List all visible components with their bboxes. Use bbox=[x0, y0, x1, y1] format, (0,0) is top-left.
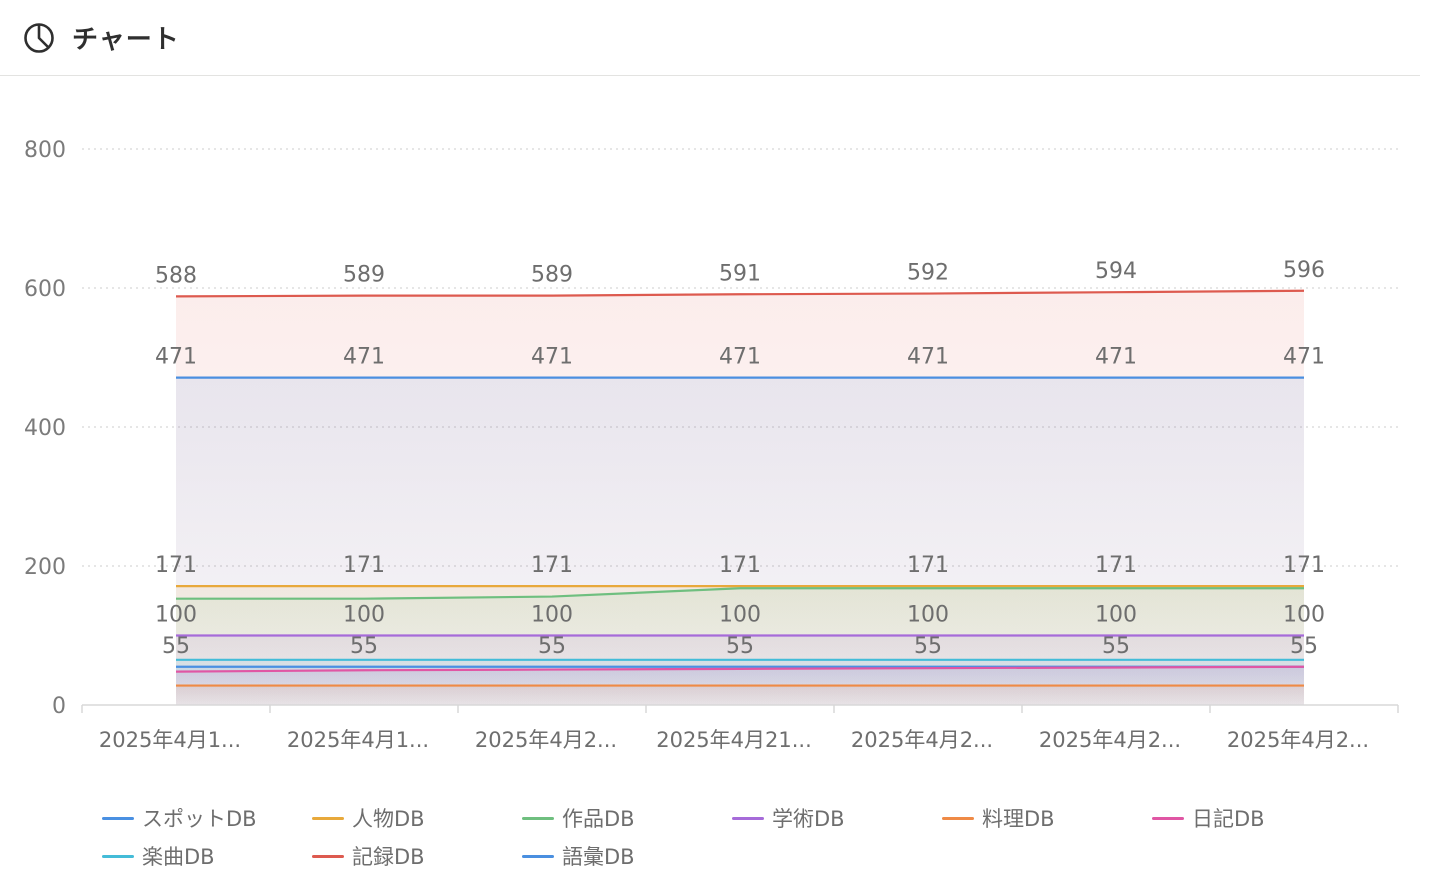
data-label: 171 bbox=[907, 553, 949, 578]
legend-item[interactable]: 学術DB bbox=[732, 803, 845, 833]
data-label: 588 bbox=[155, 263, 197, 288]
legend-swatch bbox=[312, 854, 344, 858]
legend-label: 料理DB bbox=[982, 807, 1055, 831]
x-tick-label: 2025年4月2... bbox=[851, 728, 993, 752]
data-label: 100 bbox=[719, 603, 761, 628]
data-label: 100 bbox=[155, 603, 197, 628]
data-label: 171 bbox=[719, 553, 761, 578]
x-tick-label: 2025年4月21... bbox=[656, 728, 812, 752]
legend-item[interactable]: 日記DB bbox=[1152, 803, 1265, 833]
pie-chart-icon bbox=[24, 23, 54, 53]
legend-item[interactable]: 料理DB bbox=[942, 803, 1055, 833]
x-tick-label: 2025年4月2... bbox=[1227, 728, 1369, 752]
legend-swatch bbox=[1152, 816, 1184, 820]
line-記録DB[interactable] bbox=[175, 289, 1305, 298]
legend-swatch bbox=[312, 816, 344, 820]
legend-item[interactable]: 語彙DB bbox=[522, 841, 635, 871]
legend-swatch bbox=[942, 816, 974, 820]
data-label: 589 bbox=[343, 263, 385, 288]
y-tick-label: 800 bbox=[24, 138, 66, 163]
data-label: 471 bbox=[907, 345, 949, 370]
x-tick-label: 2025年4月2... bbox=[475, 728, 617, 752]
data-label: 100 bbox=[1095, 603, 1137, 628]
axes: 0 200 400 600 800 2025年4月1... 2025年4月1... 2025年… bbox=[24, 138, 1399, 752]
legend-label: 作品DB bbox=[562, 807, 635, 831]
series-lines bbox=[175, 289, 1305, 687]
data-label: 55 bbox=[1102, 634, 1130, 659]
data-label: 100 bbox=[343, 603, 385, 628]
legend-label: 日記DB bbox=[1192, 807, 1265, 831]
y-tick-label: 200 bbox=[24, 555, 66, 580]
legend-item[interactable]: 人物DB bbox=[312, 803, 425, 833]
x-tick-label: 2025年4月1... bbox=[99, 728, 241, 752]
data-label: 55 bbox=[914, 634, 942, 659]
y-tick-label: 600 bbox=[24, 277, 66, 302]
data-label: 100 bbox=[531, 603, 573, 628]
data-label: 589 bbox=[531, 263, 573, 288]
data-label: 100 bbox=[907, 603, 949, 628]
legend-item[interactable]: 楽曲DB bbox=[102, 841, 215, 871]
data-label: 471 bbox=[1283, 345, 1325, 370]
data-label: 471 bbox=[531, 345, 573, 370]
legend-swatch bbox=[522, 854, 554, 858]
legend-label: 楽曲DB bbox=[142, 845, 215, 869]
data-label: 594 bbox=[1095, 259, 1137, 284]
data-label: 171 bbox=[155, 553, 197, 578]
x-tick-label: 2025年4月2... bbox=[1039, 728, 1181, 752]
data-label: 171 bbox=[531, 553, 573, 578]
y-tick-label: 0 bbox=[52, 694, 66, 719]
legend-label: 人物DB bbox=[352, 807, 425, 831]
data-label: 55 bbox=[538, 634, 566, 659]
data-label: 55 bbox=[726, 634, 754, 659]
data-label: 596 bbox=[1283, 258, 1325, 283]
y-tick-label: 400 bbox=[24, 416, 66, 441]
legend-swatch bbox=[102, 816, 134, 820]
data-label: 471 bbox=[343, 345, 385, 370]
data-label: 471 bbox=[155, 345, 197, 370]
data-label: 592 bbox=[907, 261, 949, 286]
data-label: 171 bbox=[1095, 553, 1137, 578]
data-label: 171 bbox=[343, 553, 385, 578]
data-label: 55 bbox=[350, 634, 378, 659]
line-日記DB[interactable] bbox=[175, 665, 1305, 673]
legend-item[interactable]: 作品DB bbox=[522, 803, 635, 833]
area-料理DB bbox=[176, 685, 1304, 705]
legend-item[interactable]: 記録DB bbox=[312, 841, 425, 871]
legend-item[interactable]: スポットDB bbox=[102, 803, 257, 833]
data-label: 471 bbox=[1095, 345, 1137, 370]
x-tick-label: 2025年4月1... bbox=[287, 728, 429, 752]
chart-header: チャート bbox=[0, 0, 1420, 76]
legend-swatch bbox=[522, 816, 554, 820]
legend-label: 語彙DB bbox=[562, 845, 635, 869]
data-label: 100 bbox=[1283, 603, 1325, 628]
legend-swatch bbox=[102, 854, 134, 858]
data-label: 471 bbox=[719, 345, 761, 370]
legend-label: 記録DB bbox=[352, 845, 425, 869]
page-title: チャート bbox=[72, 25, 180, 55]
data-label: 171 bbox=[1283, 553, 1325, 578]
data-label: 55 bbox=[162, 634, 190, 659]
data-label: 591 bbox=[719, 261, 761, 286]
legend-swatch bbox=[732, 816, 764, 820]
legend-label: 学術DB bbox=[772, 807, 845, 831]
legend-label: スポットDB bbox=[142, 807, 257, 831]
data-label: 55 bbox=[1290, 634, 1318, 659]
data-labels: 588 589 589 591 592 594 596 471 471 471 471 471 471 4… bbox=[155, 258, 1325, 659]
line-作品DB[interactable] bbox=[176, 587, 1304, 600]
